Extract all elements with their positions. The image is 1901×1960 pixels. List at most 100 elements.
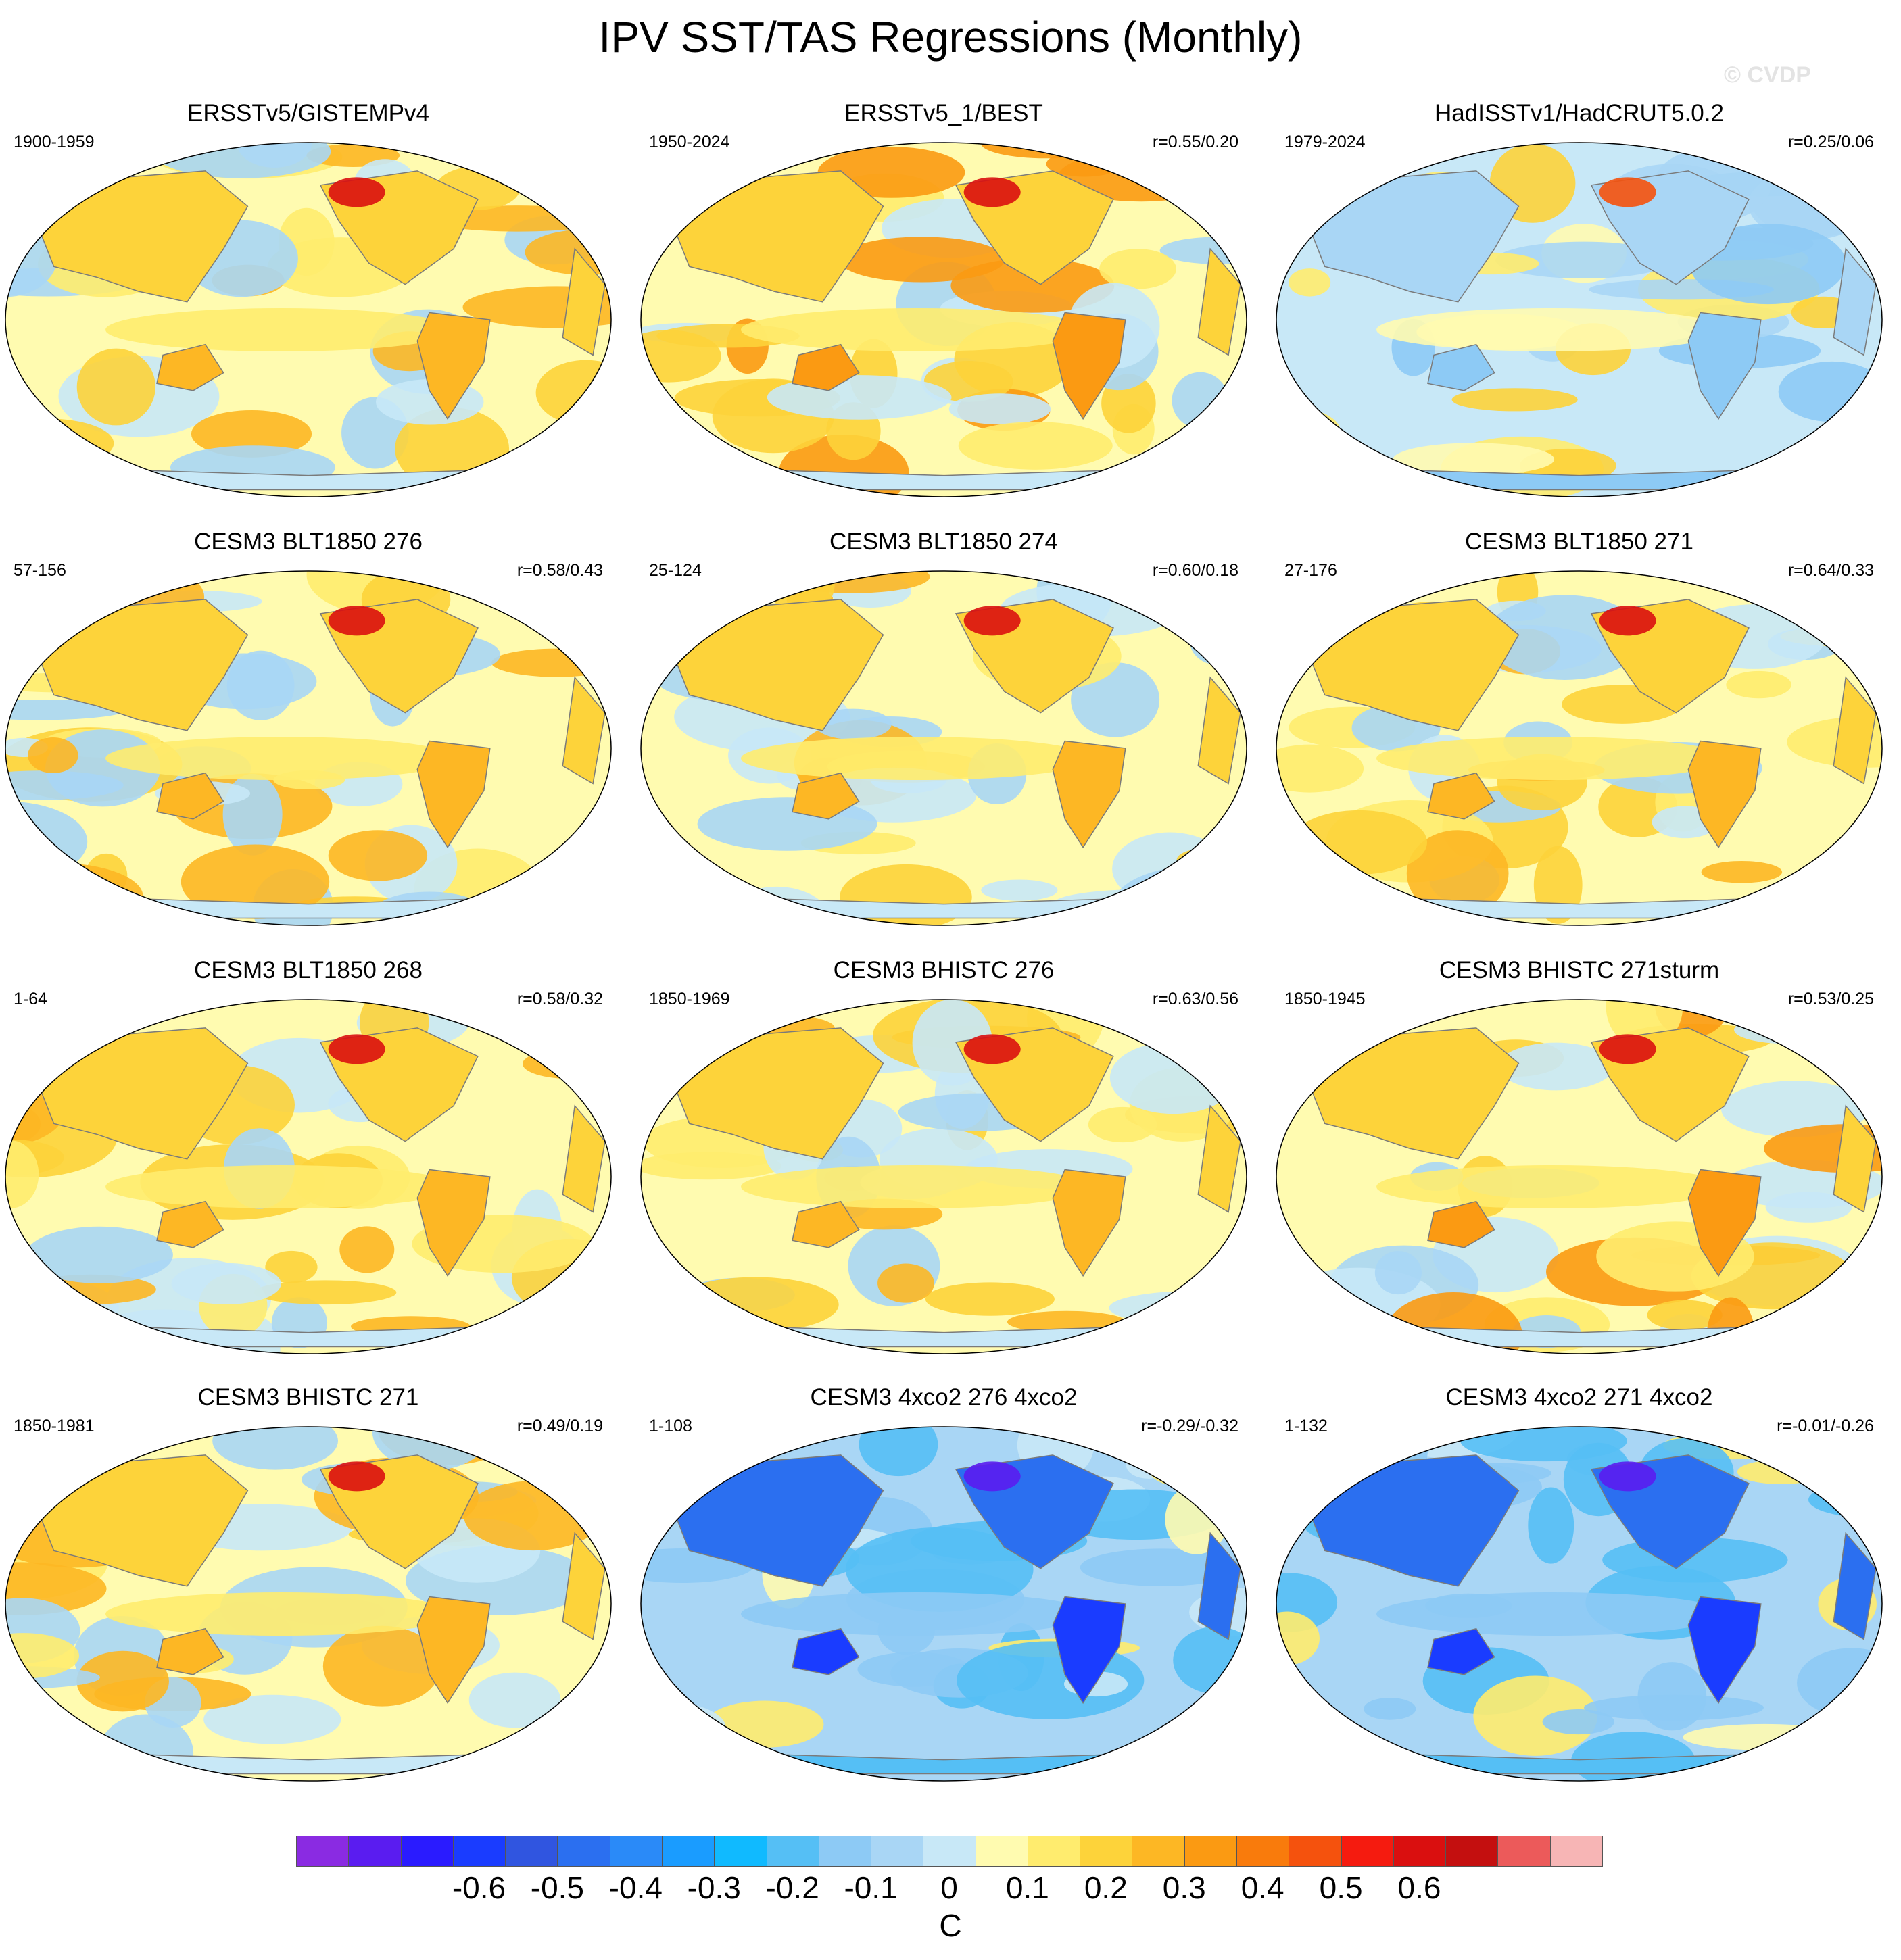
panel-correlation: r=0.63/0.56	[1152, 989, 1238, 1008]
world-map	[5, 1426, 612, 1782]
panel-correlation: r=-0.29/-0.32	[1141, 1417, 1238, 1436]
anomaly-region	[641, 1031, 719, 1058]
anomaly-region	[76, 1650, 169, 1712]
anomaly-region	[1109, 1042, 1237, 1114]
anomaly-region	[5, 415, 58, 491]
panel-correlation: r=-0.01/-0.26	[1777, 1417, 1874, 1436]
continent-shape	[34, 1027, 249, 1160]
continent-shape	[156, 343, 224, 391]
continent-shape	[1833, 1532, 1877, 1640]
colorbar-tick-label: -0.4	[608, 1870, 663, 1905]
continent-shape	[1305, 1454, 1520, 1587]
anomaly-region	[522, 1048, 611, 1079]
continent-shape	[34, 170, 249, 303]
anomaly-region	[328, 830, 428, 881]
anomaly-region	[845, 1527, 1034, 1612]
continent-shape	[416, 312, 491, 420]
map-border	[640, 1426, 1247, 1782]
continent-shape	[156, 772, 224, 820]
continent-shape	[1305, 599, 1520, 731]
anomaly-region	[1374, 1251, 1422, 1295]
continent-shape	[1427, 772, 1495, 820]
continent-shape	[792, 1200, 860, 1248]
continent-shape	[562, 1104, 606, 1213]
colorbar-swatch	[714, 1836, 767, 1867]
colorbar-swatch	[1341, 1836, 1394, 1867]
anomaly-region	[171, 1263, 281, 1304]
panel-period: 27-176	[1284, 561, 1337, 580]
continent-shape	[1052, 312, 1126, 420]
anomaly-region	[1785, 1746, 1853, 1781]
anomaly-region	[1393, 571, 1441, 597]
colorbar-swatch	[871, 1836, 924, 1867]
high-latitude-anomaly	[328, 606, 385, 636]
anomaly-region	[1606, 1000, 1683, 1049]
map-border	[1276, 142, 1883, 497]
continent-shape	[1427, 1200, 1495, 1248]
tropical-pacific-band	[741, 1165, 1092, 1208]
anomaly-region	[814, 708, 892, 740]
colorbar-swatch	[1497, 1836, 1551, 1867]
colorbar-tick-label: -0.2	[765, 1870, 819, 1905]
map-panel-3: HadISSTv1/HadCRUT5.0.2 1979-2024 r=0.25/…	[1271, 100, 1887, 499]
colorbar-swatch	[296, 1836, 350, 1867]
anomaly-region	[877, 1263, 934, 1303]
anomaly-region	[1451, 388, 1578, 412]
colorbar-swatch	[1080, 1836, 1133, 1867]
map-panel-1: ERSSTv5/GISTEMPv4 1900-1959	[0, 100, 617, 499]
colorbar-swatch	[1393, 1836, 1447, 1867]
colorbar-tick-label: 0.2	[1084, 1870, 1128, 1905]
panel-period: 1-108	[649, 1417, 692, 1436]
anomaly-region	[339, 1226, 395, 1273]
colorbar-swatch	[1445, 1836, 1499, 1867]
continent-shape	[416, 1169, 491, 1277]
tropical-pacific-band	[741, 737, 1092, 780]
high-latitude-anomaly	[963, 177, 1021, 207]
anomaly-region	[1281, 1000, 1443, 1022]
anomaly-region	[5, 1562, 107, 1615]
panel-correlation: r=0.25/0.06	[1787, 132, 1874, 151]
anomaly-region	[1276, 744, 1364, 793]
continent-shape	[1833, 247, 1877, 356]
panel-title: CESM3 BHISTC 271	[197, 1384, 419, 1411]
anomaly-region	[203, 1694, 341, 1744]
map-panel-4: CESM3 BLT1850 276 57-156 r=0.58/0.43	[0, 529, 617, 927]
anomaly-region	[1112, 832, 1228, 906]
colorbar-swatch	[766, 1836, 819, 1867]
panel-title: CESM3 BLT1850 274	[829, 529, 1058, 555]
anomaly-region	[641, 1442, 727, 1472]
anomaly-region	[1823, 472, 1869, 497]
anomaly-region	[254, 1280, 397, 1305]
anomaly-region	[1781, 441, 1882, 493]
continent-shape	[1052, 1596, 1126, 1705]
continent-shape	[1197, 1104, 1241, 1213]
world-map	[640, 142, 1247, 497]
colorbar-swatch	[1184, 1836, 1238, 1867]
colorbar-swatch	[1236, 1836, 1290, 1867]
panel-period: 1850-1981	[14, 1417, 95, 1436]
world-map	[5, 142, 612, 497]
continent-shape	[156, 1627, 224, 1675]
map-border	[5, 142, 612, 497]
colorbar-swatch	[1289, 1836, 1342, 1867]
tropical-pacific-band	[1376, 1165, 1728, 1208]
panel-correlation: r=0.55/0.20	[1152, 132, 1238, 151]
anomaly-region	[981, 879, 1058, 901]
continent-shape	[1687, 1169, 1762, 1277]
colorbar-swatch	[975, 1836, 1028, 1867]
colorbar-swatch	[348, 1836, 402, 1867]
high-latitude-anomaly	[1599, 606, 1656, 636]
anomaly-region	[649, 577, 696, 648]
map-border	[5, 570, 612, 926]
anomaly-region	[491, 648, 611, 677]
high-latitude-anomaly	[963, 1034, 1021, 1064]
anomaly-region	[838, 237, 1005, 283]
colorbar-swatch	[1132, 1836, 1185, 1867]
map-border	[1276, 1426, 1883, 1782]
panel-period: 57-156	[14, 561, 66, 580]
panel-correlation: r=0.58/0.43	[516, 561, 603, 580]
tropical-pacific-band	[741, 308, 1092, 351]
anomaly-region	[1473, 1675, 1598, 1756]
map-panel-9: CESM3 BHISTC 271sturm 1850-1945 r=0.53/0…	[1271, 957, 1887, 1356]
anomaly-region	[1188, 846, 1247, 876]
